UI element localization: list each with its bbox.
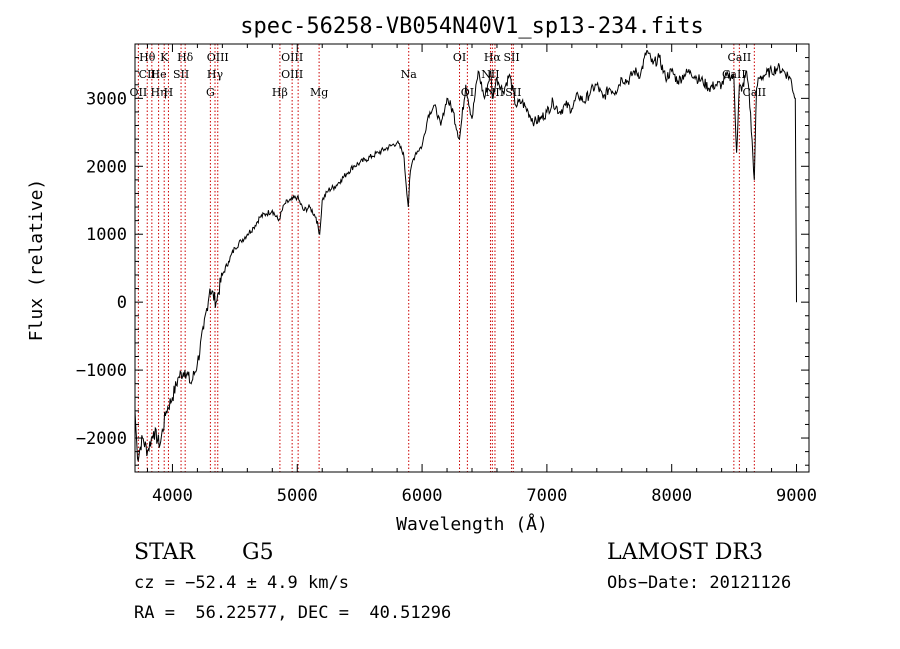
x-tick-label: 7000 bbox=[526, 486, 567, 506]
line-label: Hθ bbox=[139, 51, 156, 64]
line-label: Na bbox=[401, 68, 418, 81]
line-label: Hα bbox=[484, 51, 502, 64]
spectrum-line bbox=[134, 50, 797, 462]
x-tick-label: 5000 bbox=[277, 486, 318, 506]
line-label: OIII bbox=[207, 51, 229, 64]
line-label: CaII bbox=[728, 51, 752, 64]
line-label: CII bbox=[139, 68, 156, 81]
line-label: OI bbox=[461, 86, 474, 99]
chart-title: spec-56258-VB054N40V1_sp13-234.fits bbox=[240, 14, 704, 39]
y-tick-label: 0 bbox=[117, 293, 127, 313]
line-label: Mg bbox=[310, 86, 328, 99]
line-marker-layer bbox=[137, 44, 755, 472]
line-label: OII bbox=[130, 86, 148, 99]
line-label: OIII bbox=[281, 51, 303, 64]
y-tick-label: 3000 bbox=[86, 89, 127, 109]
coordinates: RA = 56.22577, DEC = 40.51296 bbox=[134, 603, 452, 623]
line-label: CaII bbox=[722, 68, 746, 81]
y-tick-label: −2000 bbox=[76, 429, 127, 449]
x-tick-label: 4000 bbox=[152, 486, 193, 506]
x-tick-label: 8000 bbox=[651, 486, 692, 506]
x-tick-label: 9000 bbox=[776, 486, 817, 506]
line-label: OIII bbox=[281, 68, 303, 81]
survey-name: LAMOST DR3 bbox=[607, 540, 763, 565]
observation-date: Obs−Date: 20121126 bbox=[607, 573, 792, 593]
line-label: G bbox=[206, 86, 215, 99]
line-label: Hγ bbox=[207, 68, 224, 81]
y-axis-ticks: −2000 −1000 0 1000 2000 3000 bbox=[76, 57, 809, 466]
line-label: SII bbox=[173, 68, 189, 81]
x-axis-label: Wavelength (Å) bbox=[396, 513, 548, 535]
redshift-cz: cz = −52.4 ± 4.9 km/s bbox=[134, 573, 349, 593]
y-tick-label: 1000 bbox=[86, 225, 127, 245]
line-label: Hβ bbox=[272, 86, 288, 99]
y-tick-label: −1000 bbox=[76, 361, 127, 381]
line-label: H bbox=[164, 86, 174, 99]
line-label: He bbox=[151, 68, 167, 81]
y-axis-label: Flux (relative) bbox=[26, 179, 47, 342]
line-label: Hη bbox=[150, 86, 166, 99]
x-axis-ticks: 4000 5000 6000 7000 8000 9000 bbox=[146, 44, 817, 506]
line-label: OI bbox=[453, 51, 466, 64]
line-label: SII bbox=[503, 51, 519, 64]
line-label: SII bbox=[505, 86, 521, 99]
plot-frame bbox=[134, 43, 810, 473]
object-class: STAR bbox=[134, 540, 195, 565]
line-label: K bbox=[160, 51, 169, 64]
object-subclass: G5 bbox=[242, 540, 274, 565]
y-tick-label: 2000 bbox=[86, 157, 127, 177]
line-label: Hδ bbox=[177, 51, 194, 64]
x-tick-label: 6000 bbox=[402, 486, 443, 506]
line-label: CaII bbox=[742, 86, 766, 99]
